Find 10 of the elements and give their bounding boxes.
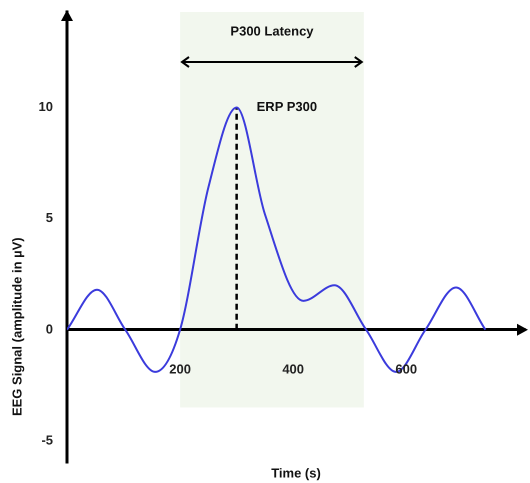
x-axis-title: Time (s) [271,466,321,481]
annotation: ERP P300 [256,99,318,114]
band-label: P300 Latency [230,24,314,39]
y-tick-label: 5 [46,210,53,226]
x-tick-label: 200 [169,361,191,376]
y-tick-label: 10 [38,99,53,114]
x-tick-label: 400 [282,361,304,376]
y-tick-label: 0 [46,321,53,336]
y-axis-title: EEG Signal (amplitude in µV) [10,237,25,416]
y-tick-label: -5 [41,432,53,448]
